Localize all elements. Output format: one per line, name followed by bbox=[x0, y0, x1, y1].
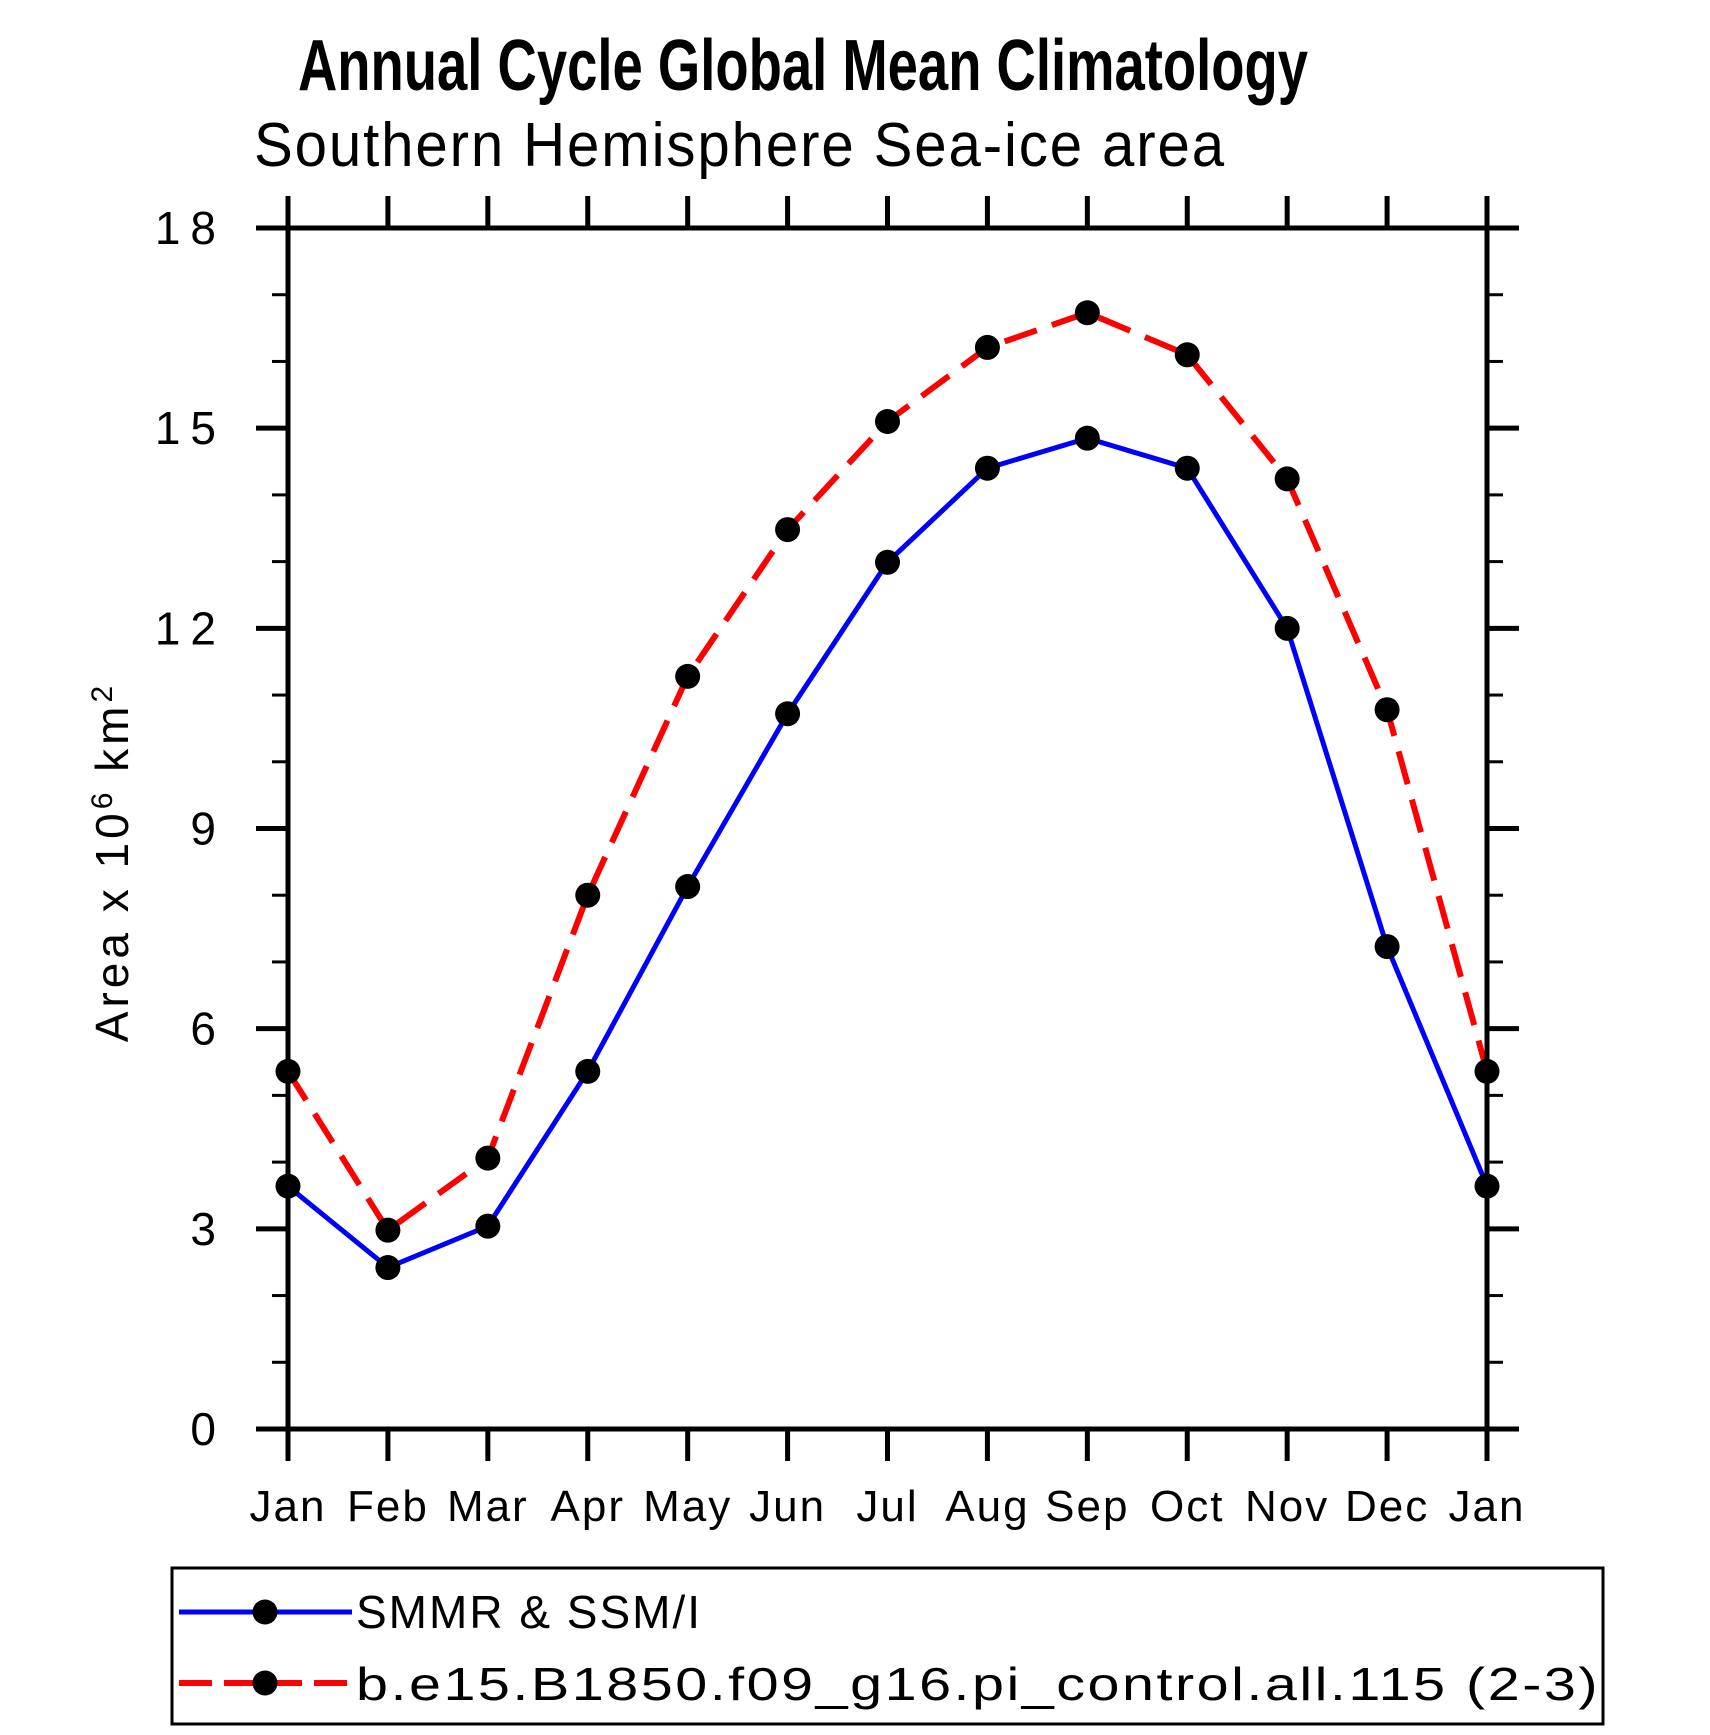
data-point-0-Jun bbox=[775, 701, 801, 727]
data-point-0-Oct bbox=[1174, 455, 1200, 481]
legend-marker-model bbox=[252, 1670, 278, 1696]
y-axis-label-part: km bbox=[86, 702, 138, 788]
x-tick-label: May bbox=[643, 1482, 732, 1531]
data-point-0-Aug bbox=[974, 455, 1000, 481]
x-tick-label: Aug bbox=[945, 1482, 1029, 1531]
data-point-1-Aug bbox=[974, 334, 1000, 360]
y-tick-label: 0 bbox=[190, 1403, 226, 1455]
data-point-0-Sep bbox=[1074, 425, 1100, 451]
x-tick-label: Nov bbox=[1245, 1482, 1329, 1531]
x-tick-label: Jan bbox=[1449, 1482, 1526, 1531]
data-point-0-May bbox=[675, 874, 701, 900]
data-point-0-Feb bbox=[375, 1255, 401, 1281]
data-point-0-Nov bbox=[1274, 615, 1300, 641]
series-group bbox=[275, 300, 1500, 1281]
y-axis-label-part: Area x 10 bbox=[86, 809, 138, 1042]
x-tick-label: Feb bbox=[347, 1482, 429, 1531]
y-tick-label: 3 bbox=[190, 1203, 226, 1255]
y-tick-label: 9 bbox=[190, 803, 226, 855]
data-point-1-Jun bbox=[775, 517, 801, 543]
data-point-0-Mar bbox=[475, 1213, 501, 1239]
legend-box bbox=[170, 1566, 1605, 1726]
y-axis-label-superscript: 6 bbox=[86, 789, 119, 810]
x-tick-label: Oct bbox=[1150, 1482, 1224, 1531]
data-point-1-May bbox=[675, 663, 701, 689]
y-axis-label: Area x 106 km2 bbox=[86, 682, 138, 1042]
data-point-0-Jul bbox=[875, 549, 900, 575]
y-tick-label: 15 bbox=[155, 402, 226, 454]
data-point-1-Apr bbox=[575, 882, 601, 908]
x-tick-label: Jun bbox=[749, 1482, 826, 1531]
axes-group: Jan Feb Mar Apr May Jun Jul Aug Sep Oct Nov Dec Jan 0… bbox=[155, 196, 1526, 1531]
x-tick-label: Sep bbox=[1045, 1482, 1129, 1531]
x-tick-label: Dec bbox=[1345, 1482, 1429, 1531]
plot-frame bbox=[285, 225, 1490, 1432]
y-tick-label: 6 bbox=[190, 1003, 226, 1055]
y-axis-label-superscript: 2 bbox=[86, 682, 119, 703]
x-tick-label: Mar bbox=[447, 1482, 529, 1531]
legend-label-model: b.e15.B1850.f09_g16.pi_control.all.115 (… bbox=[356, 1658, 1600, 1710]
series-line-1 bbox=[285, 309, 1490, 1235]
legend-label-smmr: SMMR & SSM/I bbox=[356, 1586, 702, 1638]
data-point-1-Feb bbox=[375, 1217, 401, 1243]
data-point-1-Nov bbox=[1274, 466, 1300, 492]
data-point-0-Dec bbox=[1374, 934, 1400, 960]
chart-subtitle: Southern Hemisphere Sea-ice area bbox=[254, 111, 1226, 180]
y-tick-label: 12 bbox=[155, 602, 226, 654]
data-point-1-Jul bbox=[875, 408, 900, 434]
data-point-0-Apr bbox=[575, 1058, 601, 1084]
data-point-1-Mar bbox=[475, 1145, 501, 1171]
x-tick-label: Apr bbox=[551, 1482, 625, 1531]
data-point-1-Dec bbox=[1374, 697, 1400, 723]
x-tick-label: Jan bbox=[250, 1482, 327, 1531]
legend-marker-smmr bbox=[252, 1599, 278, 1625]
x-tick-label: Jul bbox=[856, 1482, 918, 1531]
chart-title: Annual Cycle Global Mean Climatology bbox=[298, 26, 1308, 106]
data-point-1-Oct bbox=[1174, 342, 1200, 368]
y-tick-label: 18 bbox=[155, 202, 226, 254]
data-point-1-Sep bbox=[1074, 300, 1100, 326]
